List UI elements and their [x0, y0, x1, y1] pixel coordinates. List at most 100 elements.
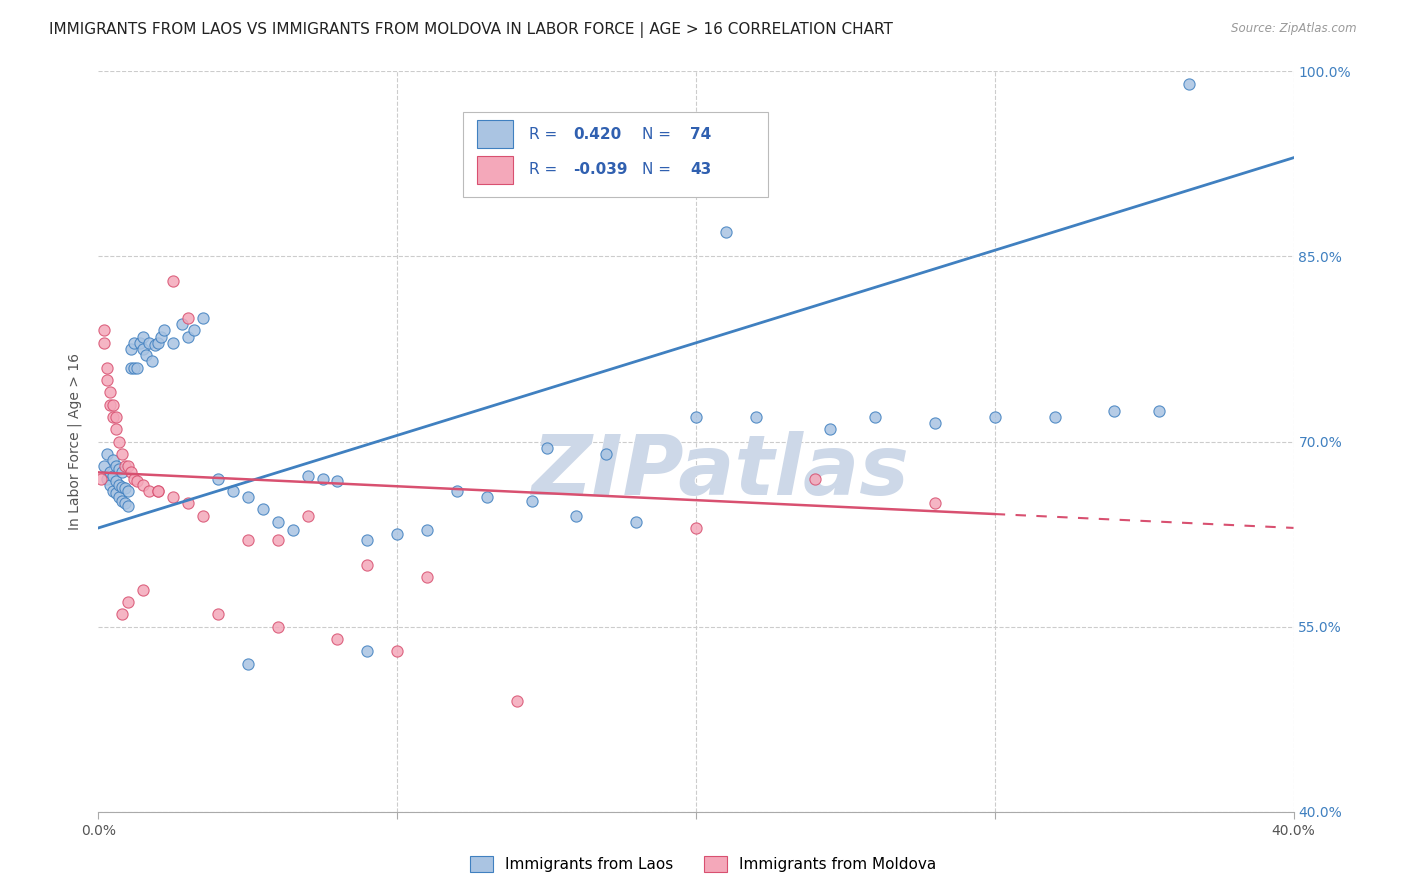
- Point: [326, 474, 349, 488]
- Point: [96, 360, 118, 375]
- Point: [162, 490, 184, 504]
- Point: [984, 409, 1007, 424]
- Point: [150, 329, 173, 343]
- Text: N =: N =: [643, 127, 676, 142]
- Point: [385, 527, 409, 541]
- Point: [96, 373, 118, 387]
- Point: [183, 324, 205, 338]
- Point: [297, 469, 319, 483]
- Point: [626, 515, 648, 529]
- Point: [565, 508, 588, 523]
- Point: [117, 595, 139, 609]
- Point: [124, 360, 146, 375]
- Point: [98, 398, 122, 412]
- Point: [191, 508, 214, 523]
- Point: [120, 360, 142, 375]
- Point: [236, 490, 259, 504]
- Point: [105, 459, 128, 474]
- Point: [714, 225, 737, 239]
- Point: [111, 607, 134, 622]
- Point: [326, 632, 349, 646]
- Point: [236, 657, 259, 671]
- Point: [506, 694, 529, 708]
- Point: [1104, 403, 1126, 417]
- Point: [114, 496, 136, 510]
- Point: [93, 324, 115, 338]
- Point: [111, 466, 134, 480]
- Point: [111, 447, 134, 461]
- Text: R =: R =: [529, 127, 562, 142]
- Point: [385, 644, 409, 658]
- Point: [804, 471, 827, 485]
- Point: [141, 354, 163, 368]
- Point: [105, 422, 128, 436]
- Point: [117, 483, 139, 498]
- Point: [105, 409, 128, 424]
- Point: [143, 338, 166, 352]
- Point: [120, 466, 142, 480]
- Point: [1178, 77, 1201, 91]
- Point: [103, 409, 125, 424]
- Point: [96, 447, 118, 461]
- Point: [90, 471, 112, 485]
- Point: [138, 335, 160, 350]
- Point: [267, 533, 290, 548]
- Point: [172, 318, 194, 332]
- Point: [1147, 403, 1170, 417]
- Point: [148, 483, 170, 498]
- Point: [117, 499, 139, 513]
- Text: 0.420: 0.420: [572, 127, 621, 142]
- Point: [536, 441, 558, 455]
- Point: [114, 459, 136, 474]
- Point: [103, 453, 125, 467]
- Point: [356, 558, 378, 572]
- Point: [111, 493, 134, 508]
- Point: [162, 335, 184, 350]
- Point: [924, 416, 946, 430]
- Point: [103, 398, 125, 412]
- Point: [475, 490, 498, 504]
- Point: [311, 471, 333, 485]
- Point: [416, 524, 439, 538]
- Point: [297, 508, 319, 523]
- Point: [685, 409, 707, 424]
- Point: [820, 422, 842, 436]
- Point: [153, 324, 176, 338]
- Point: [135, 348, 157, 362]
- Point: [132, 582, 155, 597]
- Text: 43: 43: [690, 162, 711, 178]
- Point: [177, 496, 200, 510]
- Point: [446, 483, 468, 498]
- Point: [127, 360, 149, 375]
- Point: [267, 515, 290, 529]
- Point: [132, 342, 155, 356]
- Point: [148, 483, 170, 498]
- Point: [127, 474, 149, 488]
- Text: -0.039: -0.039: [572, 162, 627, 178]
- Point: [138, 483, 160, 498]
- Point: [108, 434, 131, 449]
- Point: [222, 483, 245, 498]
- Point: [124, 471, 146, 485]
- Point: [132, 477, 155, 491]
- Point: [105, 486, 128, 500]
- Point: [98, 466, 122, 480]
- Point: [108, 477, 131, 491]
- Point: [98, 385, 122, 400]
- Point: [93, 459, 115, 474]
- Point: [120, 342, 142, 356]
- Point: [177, 311, 200, 326]
- Text: Source: ZipAtlas.com: Source: ZipAtlas.com: [1232, 22, 1357, 36]
- Point: [745, 409, 768, 424]
- FancyBboxPatch shape: [477, 120, 513, 148]
- Y-axis label: In Labor Force | Age > 16: In Labor Force | Age > 16: [67, 353, 83, 530]
- Text: R =: R =: [529, 162, 562, 178]
- Point: [236, 533, 259, 548]
- Point: [267, 619, 290, 633]
- Point: [416, 570, 439, 584]
- Point: [132, 329, 155, 343]
- Point: [124, 335, 146, 350]
- Text: N =: N =: [643, 162, 676, 178]
- Point: [685, 163, 707, 178]
- Point: [108, 461, 131, 475]
